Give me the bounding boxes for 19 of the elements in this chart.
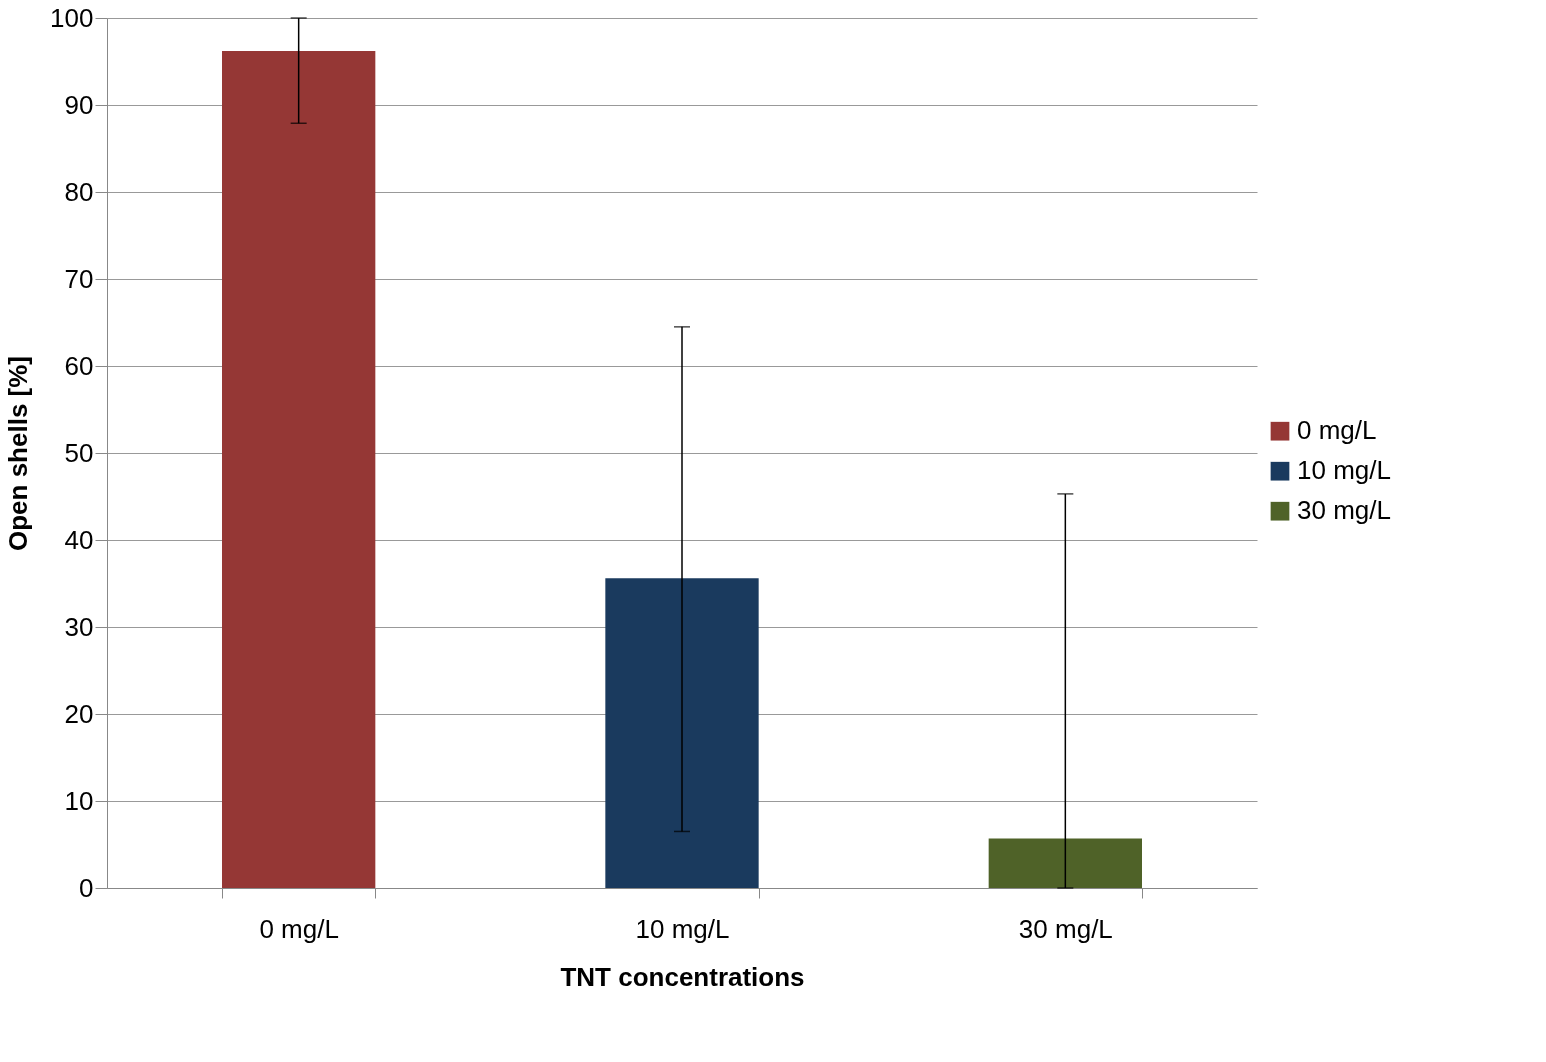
legend-label: 0 mg/L <box>1297 415 1377 446</box>
y-tick-label: 80 <box>64 176 94 207</box>
legend-label: 30 mg/L <box>1297 495 1391 526</box>
y-tick-label: 70 <box>64 263 94 294</box>
y-tick-label: 60 <box>64 350 94 381</box>
y-tick-label: 90 <box>64 89 94 120</box>
y-tick-label: 30 <box>64 611 94 642</box>
y-tick-label: 10 <box>64 785 94 816</box>
y-tick-label: 20 <box>64 698 94 729</box>
y-tick-label: 100 <box>50 2 94 33</box>
x-axis-title: TNT concentrations <box>560 961 805 992</box>
x-tick-label: 30 mg/L <box>1018 913 1113 944</box>
y-tick-label: 0 <box>79 872 94 903</box>
y-tick-label: 50 <box>64 437 94 468</box>
x-tick-label: 10 mg/L <box>635 913 730 944</box>
legend-label: 10 mg/L <box>1297 455 1391 486</box>
y-tick-label: 40 <box>64 524 94 555</box>
x-tick-label: 0 mg/L <box>259 913 339 944</box>
y-axis-title: Open shells [%] <box>3 355 34 552</box>
